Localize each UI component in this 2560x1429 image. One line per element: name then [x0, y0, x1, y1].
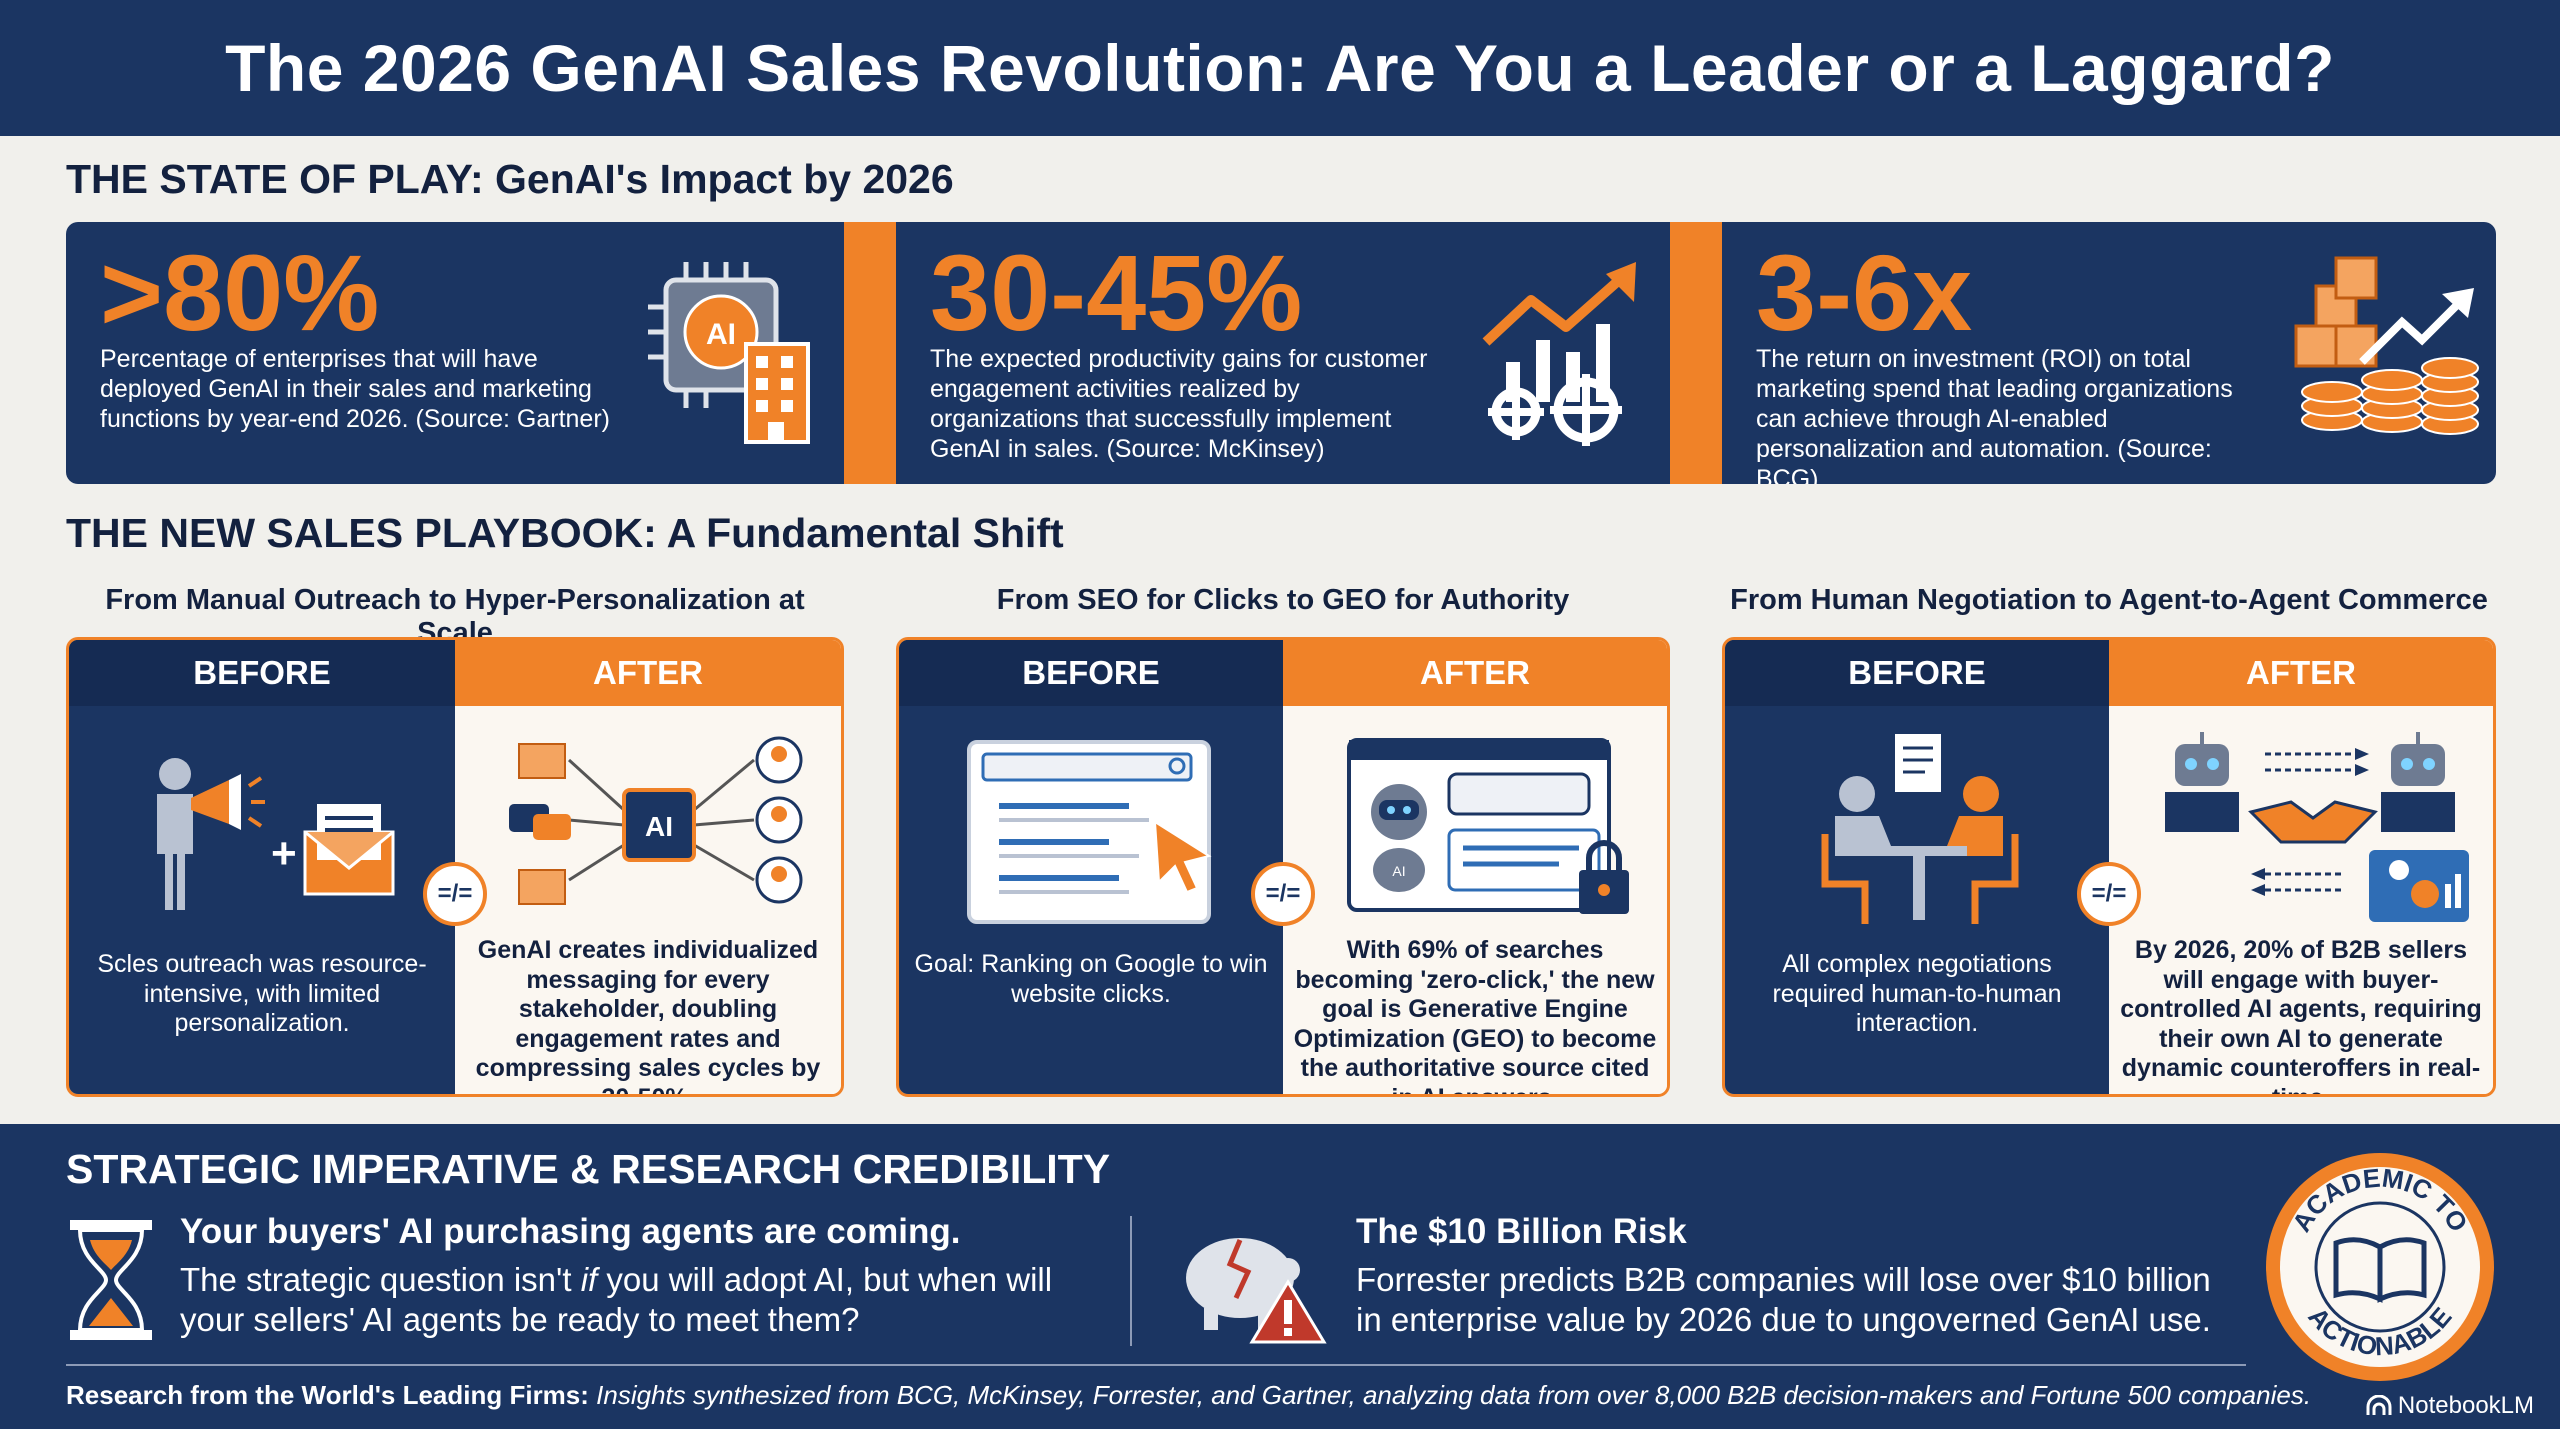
buyers-agents-heading: Your buyers' AI purchasing agents are co…: [180, 1212, 961, 1251]
stat-divider: [844, 222, 896, 484]
brand-label: NotebookLM: [2397, 1392, 2534, 1419]
playbook-title: THE NEW SALES PLAYBOOK: A Fundamental Sh…: [66, 510, 1064, 556]
stat-value: >80%: [100, 232, 380, 353]
broken-piggy-bank-icon: [1186, 1238, 1327, 1344]
not-equal-badge: =/=: [2077, 862, 2141, 926]
research-footer: Research from the World's Leading Firms:…: [66, 1380, 2311, 1411]
before-header: BEFORE: [1725, 640, 2109, 706]
risk-heading: The $10 Billion Risk: [1356, 1212, 1687, 1251]
column-title: From SEO for Clicks to GEO for Authority: [996, 584, 1570, 616]
before-text: All complex negotiations required human-…: [1772, 950, 2062, 1037]
comparison-card-geo: BEFORE AFTER AI =/= Goal: Ranking on Goo…: [896, 637, 1670, 1097]
ai-chatbot-window-icon: AI: [1347, 738, 1629, 914]
vertical-divider: [1130, 1216, 1132, 1346]
imperative-section: STRATEGIC IMPERATIVE & RESEARCH CREDIBIL…: [0, 1124, 2560, 1429]
ai-label: AI: [1392, 863, 1405, 879]
after-text: With 69% of searches becoming 'zero-clic…: [1293, 936, 1657, 1094]
after-text: GenAI creates individualized messaging f…: [475, 936, 821, 1094]
buyers-agents-text-part: you will adopt AI, but when will your se…: [180, 1261, 1053, 1338]
not-equal-badge: =/=: [423, 862, 487, 926]
comparison-card-outreach: BEFORE AFTER + AI =/= Scles outreach w: [66, 637, 844, 1097]
notebooklm-logo-icon: [2366, 1395, 2392, 1415]
risk-text: Forrester predicts B2B companies will lo…: [1356, 1261, 2211, 1338]
comparison-card-agents: BEFORE AFTER: [1722, 637, 2496, 1097]
roi-coins-icon: [2294, 256, 2479, 435]
open-book-icon: [2333, 1237, 2427, 1303]
stat-value: 30-45%: [930, 232, 1303, 353]
ai-chip-building-icon: AI: [648, 262, 810, 444]
megaphone-person-icon: +: [157, 758, 395, 910]
before-header: BEFORE: [899, 640, 1283, 706]
search-results-page-icon: [967, 740, 1212, 924]
stat-description: The return on investment (ROI) on total …: [1756, 345, 2233, 484]
column-title: From Manual Outreach to Hyper-Personaliz…: [105, 584, 805, 649]
horizontal-divider: [66, 1364, 2246, 1366]
academic-to-actionable-seal: ACADEMIC TO ACTIONABLE: [2266, 1153, 2494, 1381]
imperative-title: STRATEGIC IMPERATIVE & RESEARCH CREDIBIL…: [66, 1146, 1111, 1192]
stat-value: 3-6x: [1756, 232, 1973, 353]
stat-card-adoption: >80% Percentage of enterprises that will…: [66, 222, 844, 484]
not-equal-badge: =/=: [1251, 862, 1315, 926]
ai-label: AI: [645, 811, 673, 842]
header-banner: The 2026 GenAI Sales Revolution: Are You…: [0, 0, 2560, 136]
stat-card-roi: 3-6x The return on investment (ROI) on t…: [1722, 222, 2496, 484]
before-text: Goal: Ranking on Google to win website c…: [914, 950, 1268, 1008]
agent-to-agent-icon: [2165, 732, 2469, 922]
buyers-agents-text: The strategic question isn't if you will…: [180, 1260, 1100, 1339]
after-header: AFTER: [455, 640, 841, 706]
growth-chart-gears-icon: [1482, 262, 1636, 446]
buyers-agents-text-part: The strategic question isn't: [180, 1261, 581, 1298]
buyers-agents-text-emphasis: if: [580, 1261, 598, 1298]
stat-card-productivity: 30-45% The expected productivity gains f…: [896, 222, 1670, 484]
stat-divider: [1670, 222, 1722, 484]
research-footer-italic: Insights synthesized from BCG, McKinsey,…: [588, 1380, 2312, 1410]
page-title: The 2026 GenAI Sales Revolution: Are You…: [225, 31, 2335, 105]
after-header: AFTER: [1283, 640, 1667, 706]
after-text: By 2026, 20% of B2B sellers will engage …: [2120, 936, 2482, 1094]
svg-text:+: +: [271, 829, 297, 878]
notebooklm-brand: NotebookLM: [2366, 1392, 2534, 1420]
before-text: Scles outreach was resource-intensive, w…: [97, 950, 427, 1037]
before-header: BEFORE: [69, 640, 455, 706]
stat-description: Percentage of enterprises that will have…: [100, 345, 610, 433]
state-of-play-title: THE STATE OF PLAY: GenAI's Impact by 202…: [66, 156, 954, 202]
ai-personalization-hub-icon: AI: [509, 736, 803, 905]
column-title: From Human Negotiation to Agent-to-Agent…: [1730, 584, 2488, 616]
hourglass-icon: [70, 1220, 152, 1340]
svg-text:AI: AI: [706, 318, 736, 351]
after-header: AFTER: [2109, 640, 2493, 706]
stat-description: The expected productivity gains for cust…: [930, 345, 1428, 463]
human-negotiation-icon: [1821, 734, 2019, 924]
research-footer-bold: Research from the World's Leading Firms:: [66, 1380, 589, 1410]
